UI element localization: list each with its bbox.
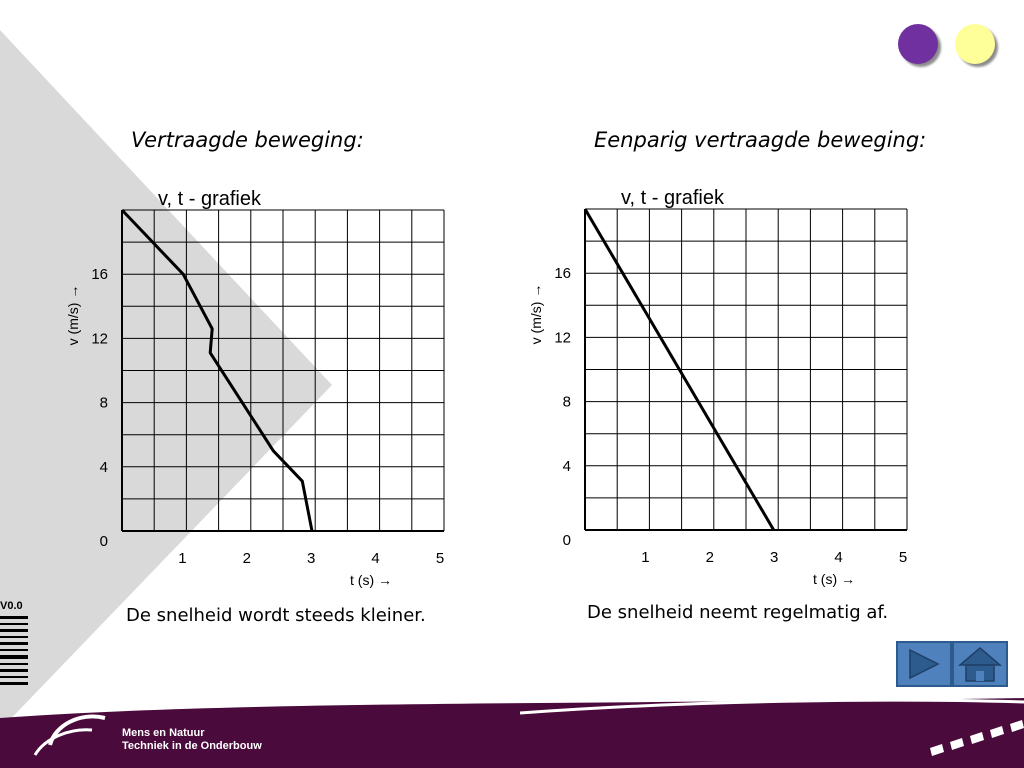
chart-title: v, t - grafiek <box>158 188 262 210</box>
y-tick-label: 4 <box>100 459 108 476</box>
y-axis-label: v (m/s) → <box>528 284 544 345</box>
barcode-strip <box>0 616 28 685</box>
purple-circle <box>898 24 938 64</box>
x-axis-label: t (s) → <box>813 571 855 587</box>
x-tick-label: 4 <box>371 550 379 567</box>
x-tick-label: 3 <box>770 549 778 566</box>
x-tick-label: 5 <box>899 549 907 566</box>
footer-bar <box>0 698 1024 768</box>
grey-triangle <box>0 30 332 730</box>
footer-dashes <box>930 720 1024 756</box>
x-axis-label: t (s) → <box>350 572 392 588</box>
x-tick-label: 2 <box>706 549 714 566</box>
x-tick-label: 4 <box>834 549 842 566</box>
origin-label: 0 <box>100 533 108 550</box>
velocity-line <box>583 208 775 531</box>
version-label: V0.0 <box>0 600 23 612</box>
play-triangle-icon <box>909 648 940 680</box>
x-tick-label: 1 <box>641 549 649 566</box>
y-tick-label: 4 <box>563 458 571 475</box>
footer-line-2: Techniek in de Onderbouw <box>122 740 262 752</box>
right-caption: De snelheid neemt regelmatig af. <box>587 602 889 623</box>
footer-logo-arc-inner <box>33 728 93 756</box>
footer-swoosh <box>519 698 1024 715</box>
next-button[interactable] <box>896 641 952 687</box>
yellow-circle <box>955 24 995 64</box>
velocity-line <box>120 208 314 532</box>
x-tick-label: 2 <box>243 550 251 567</box>
y-axis-label: v (m/s) → <box>65 285 81 346</box>
y-tick-label: 16 <box>554 265 571 282</box>
home-icon <box>957 647 1003 682</box>
footer-line-1: Mens en Natuur <box>122 727 205 739</box>
chart-title: v, t - grafiek <box>621 187 725 209</box>
y-tick-label: 8 <box>563 394 571 411</box>
y-tick-label: 12 <box>91 330 108 347</box>
origin-label: 0 <box>563 532 571 549</box>
y-tick-label: 12 <box>554 329 571 346</box>
left-caption: De snelheid wordt steeds kleiner. <box>126 605 426 626</box>
y-tick-label: 16 <box>91 266 108 283</box>
x-tick-label: 5 <box>436 550 444 567</box>
left-heading: Vertraagde beweging: <box>131 128 364 152</box>
right-heading: Eenparig vertraagde beweging: <box>594 128 927 152</box>
y-tick-label: 8 <box>100 395 108 412</box>
home-button[interactable] <box>952 641 1008 687</box>
x-tick-label: 1 <box>178 550 186 567</box>
x-tick-label: 3 <box>307 550 315 567</box>
